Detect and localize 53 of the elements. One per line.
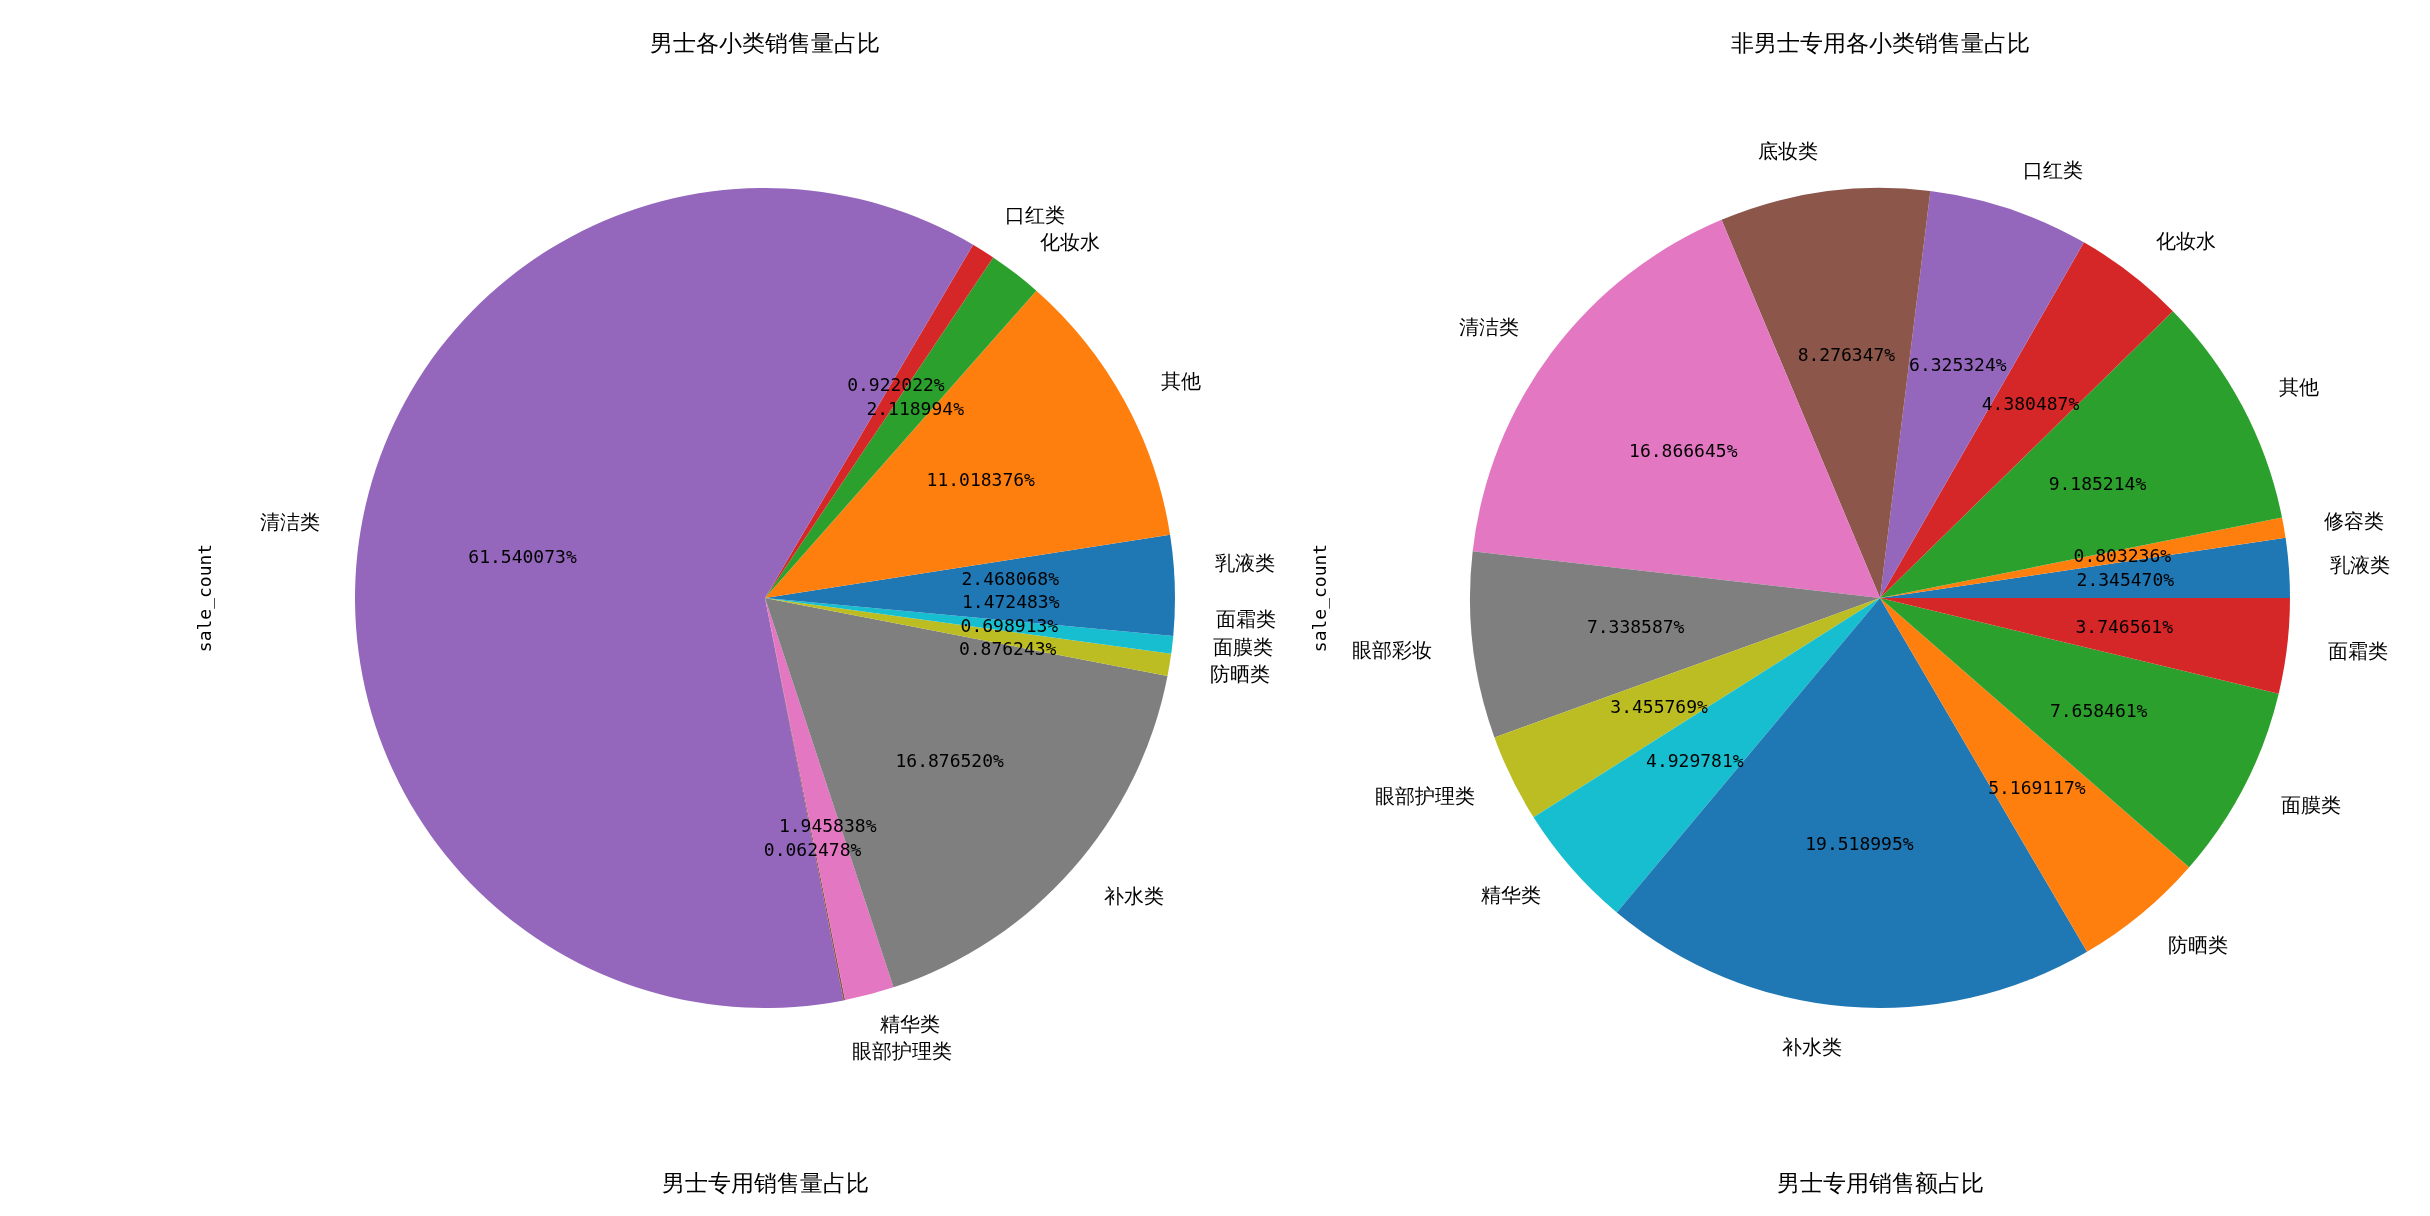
data-label: 8.276347%: [1797, 343, 1896, 365]
data-label: 11.018376%: [926, 469, 1036, 491]
chart-title: 男士各小类销售量占比: [650, 30, 880, 56]
slice-label: 防晒类: [2167, 933, 2228, 958]
data-label: 1.945838%: [778, 815, 877, 837]
text: sale_count: [193, 543, 215, 653]
slice-label: 眼部护理类: [852, 1038, 953, 1063]
data-label: 0.922022%: [847, 373, 945, 395]
data-label: 3.746561%: [2075, 616, 2174, 638]
data-label: 7.658461%: [2049, 700, 2148, 722]
data-label: 61.540073%: [468, 545, 577, 567]
slice-label: 清洁类: [1459, 315, 1520, 340]
data-label: 6.325324%: [1909, 354, 2007, 376]
data-label: 4.929781%: [1646, 749, 1744, 771]
data-label: 16.876520%: [895, 750, 1005, 772]
data-label: 9.185214%: [2048, 472, 2147, 494]
data-label: 19.518995%: [1805, 832, 1914, 854]
text: 男士专用销售额占比: [1776, 1170, 1984, 1196]
slice-label: 口红类: [1005, 203, 1066, 228]
slice-label: 底妆类: [1758, 139, 1819, 164]
slice-label: 补水类: [1782, 1035, 1843, 1060]
slice-label: 补水类: [1103, 883, 1164, 908]
data-label: 5.169117%: [1988, 776, 2086, 798]
slice-label: 乳液类: [2329, 552, 2390, 577]
data-label: 0.698913%: [960, 614, 1059, 636]
data-label: 3.455769%: [1610, 695, 1708, 717]
data-label: 2.118994%: [866, 397, 965, 419]
data-label: 0.062478%: [763, 839, 862, 861]
data-label: 7.338587%: [1586, 616, 1685, 638]
slice-label: 口红类: [2022, 158, 2083, 183]
slice-label: 乳液类: [1214, 551, 1275, 576]
chart-title: 非男士专用各小类销售量占比: [1730, 30, 2030, 56]
data-label: 16.866645%: [1629, 439, 1738, 461]
slice-label: 清洁类: [260, 509, 321, 534]
slice-label: 精华类: [1480, 883, 1541, 908]
slice-label: 化妆水: [1040, 230, 1101, 255]
data-label: 2.468068%: [961, 567, 1060, 589]
slice-label: 修容类: [2324, 508, 2385, 533]
slice-label: 面霜类: [2327, 638, 2388, 663]
slice-label: 面膜类: [1213, 635, 1274, 660]
slice-label: 眼部护理类: [1374, 784, 1475, 809]
slice-label: 面霜类: [1215, 606, 1276, 631]
data-label: 2.345470%: [2076, 569, 2175, 591]
data-label: 1.472483%: [961, 590, 1060, 612]
slice-label: 化妆水: [2155, 229, 2216, 254]
slice-label: 面膜类: [2280, 792, 2341, 817]
slice-label: 防晒类: [1209, 662, 1270, 687]
slice-label: 精华类: [879, 1011, 940, 1036]
slice-label: 眼部彩妆: [1352, 638, 1433, 663]
text: sale_count: [1308, 543, 1330, 653]
text: 男士专用销售量占比: [661, 1170, 869, 1196]
slice-label: 其他: [1160, 369, 1201, 394]
slice-label: 其他: [2278, 375, 2319, 400]
